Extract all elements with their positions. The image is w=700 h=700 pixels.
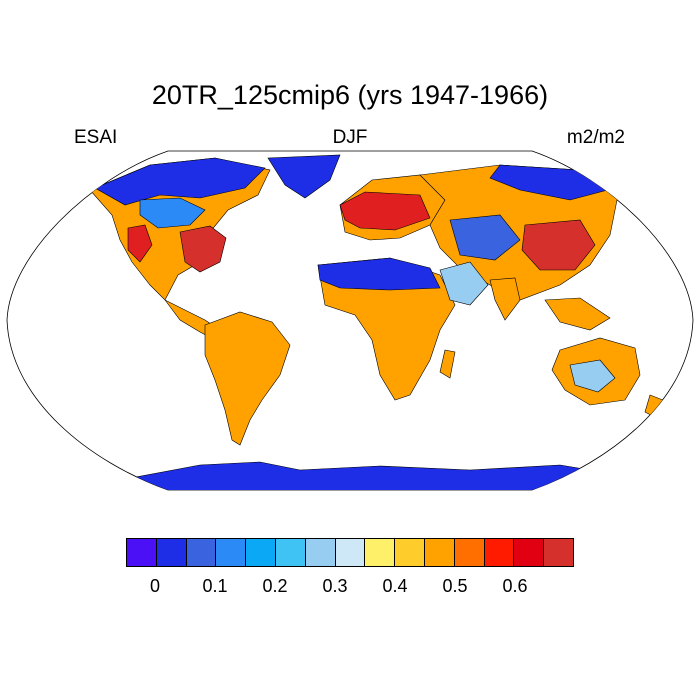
colorbar xyxy=(126,538,574,567)
colorbar-box xyxy=(127,539,157,566)
australia-light xyxy=(569,359,616,393)
europe-red xyxy=(339,191,431,231)
western-us-red xyxy=(127,224,153,263)
colorbar-box xyxy=(454,539,485,566)
colorbar-tick-label: 0.4 xyxy=(382,576,408,596)
canada-arctic-blue xyxy=(94,157,266,206)
sahara-blue xyxy=(317,257,441,291)
colorbar-box xyxy=(484,539,515,566)
arabia xyxy=(439,261,489,306)
south-america xyxy=(204,311,291,446)
africa xyxy=(317,257,456,401)
eastern-us-red xyxy=(179,225,227,273)
maritime-se-asia xyxy=(544,297,611,331)
india xyxy=(489,277,521,321)
colorbar-box xyxy=(246,539,276,566)
colorbar-box xyxy=(424,539,455,566)
colorbar-box xyxy=(395,539,425,566)
colorbar-box xyxy=(365,539,396,566)
antarctica xyxy=(99,461,621,490)
central-asia-blue xyxy=(449,214,521,261)
colorbar-tick-label: 0.3 xyxy=(322,576,348,596)
colorbar-box xyxy=(156,539,187,566)
madagascar xyxy=(439,349,456,379)
canada-light-blue xyxy=(139,197,206,229)
colorbar-box xyxy=(216,539,247,566)
china-red xyxy=(521,219,596,271)
colorbar-tick-label: 0 xyxy=(149,576,161,596)
greenland xyxy=(267,154,341,199)
season-label: DJF xyxy=(332,127,368,148)
colorbar-tick-label: 0.6 xyxy=(502,576,528,596)
colorbar-box xyxy=(514,539,545,566)
colorbar-tick-label: 0.1 xyxy=(202,576,228,596)
colorbar-tick-label: 0.2 xyxy=(262,576,288,596)
units-label: m2/m2 xyxy=(566,127,625,148)
colorbar-box xyxy=(275,539,306,566)
map-title: 20TR_125cmip6 (yrs 1947-1966) xyxy=(151,80,549,110)
colorbar-box xyxy=(305,539,336,566)
variable-label: ESAI xyxy=(74,127,118,148)
colorbar-box xyxy=(335,539,366,566)
colorbar-box xyxy=(186,539,217,566)
colorbar-box xyxy=(544,539,573,566)
colorbar-tick-label: 0.5 xyxy=(442,576,468,596)
